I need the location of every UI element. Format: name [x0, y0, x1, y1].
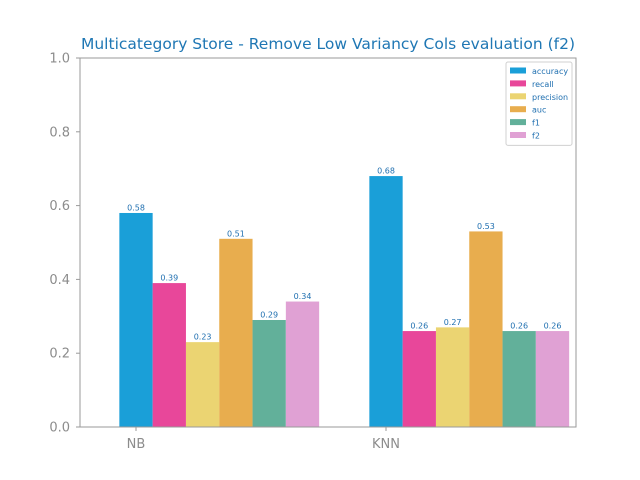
bar-accuracy-nb	[119, 212, 153, 427]
bar-label-f1-nb: 0.29	[260, 310, 278, 319]
y-tick-label: 0.2	[49, 347, 70, 362]
bar-label-recall-knn: 0.26	[410, 322, 428, 331]
y-tick-label: 0.4	[49, 273, 70, 288]
bar-auc-knn	[469, 231, 503, 427]
legend-swatch-f2	[510, 132, 526, 138]
legend-label-recall: recall	[532, 80, 554, 89]
bar-accuracy-knn	[369, 176, 403, 427]
legend-swatch-auc	[510, 106, 526, 113]
y-axis: 0.0 0.2 0.4 0.6 0.8 1.0	[49, 52, 80, 436]
bar-auc-nb	[219, 238, 253, 427]
chart-title: Multicategory Store - Remove Low Varianc…	[81, 35, 575, 53]
bar-label-f2-nb: 0.34	[294, 292, 312, 301]
bar-label-accuracy-nb: 0.58	[127, 203, 145, 212]
bar-precision-knn	[435, 327, 470, 427]
bar-label-accuracy-knn: 0.68	[377, 167, 395, 176]
x-tick-label-knn: KNN	[372, 437, 400, 452]
bar-f1-nb	[252, 319, 286, 427]
y-tick-label: 0.8	[49, 125, 70, 140]
bar-f2-knn	[535, 331, 570, 427]
legend-label-f1: f1	[532, 119, 540, 128]
legend-label-accuracy: accuracy	[532, 67, 568, 76]
legend: accuracy recall precision auc f1 f2	[505, 61, 573, 146]
x-axis: NB KNN	[127, 427, 400, 452]
y-tick-label: 1.0	[49, 52, 70, 67]
legend-swatch-recall	[510, 80, 526, 87]
bar-label-f2-knn: 0.26	[544, 322, 562, 331]
bar-recall-knn	[402, 331, 436, 427]
bar-precision-nb	[185, 342, 220, 427]
bar-labels-layer: 0.58 0.39 0.23 0.51 0.29 0.34 0.68 0.26 0.27 0.53…	[127, 167, 561, 342]
bar-f1-knn	[502, 331, 536, 427]
y-tick-label: 0.0	[49, 421, 70, 436]
bar-label-auc-nb: 0.51	[227, 229, 245, 238]
legend-swatch-f1	[510, 119, 526, 126]
bar-recall-nb	[152, 283, 186, 427]
legend-label-precision: precision	[532, 93, 568, 102]
y-tick-label: 0.6	[49, 199, 70, 214]
bars-layer	[119, 176, 570, 427]
legend-label-auc: auc	[532, 106, 546, 115]
plot-frame	[79, 57, 577, 428]
bar-label-precision-knn: 0.27	[444, 318, 462, 327]
legend-swatch-precision	[510, 93, 526, 100]
legend-swatch-accuracy	[510, 67, 526, 74]
legend-label-f2: f2	[532, 132, 540, 141]
bar-label-recall-nb: 0.39	[160, 274, 178, 283]
bar-label-auc-knn: 0.53	[477, 222, 495, 231]
bar-label-precision-nb: 0.23	[194, 333, 212, 342]
x-tick-label-nb: NB	[127, 437, 146, 452]
bar-label-f1-knn: 0.26	[510, 322, 528, 331]
bar-f2-nb	[285, 301, 320, 427]
